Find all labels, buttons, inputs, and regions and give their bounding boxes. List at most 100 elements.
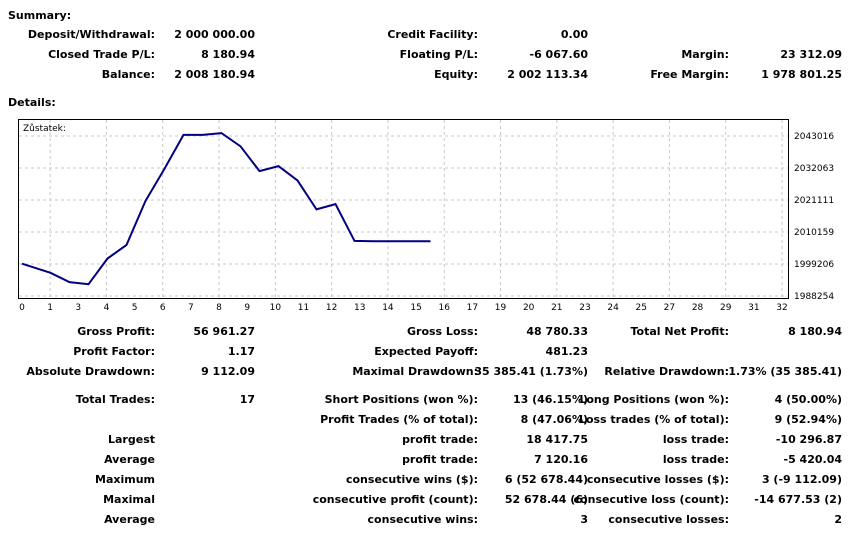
balance-series-line bbox=[21, 132, 431, 286]
y-tick-label: 1999206 bbox=[794, 260, 834, 270]
gross-profit-value: 56 961.27 bbox=[193, 325, 255, 338]
x-tick-label: 19 bbox=[495, 303, 507, 313]
average-loss-value: -5 420.04 bbox=[783, 453, 843, 466]
maximal-loss-label: consecutive loss (count): bbox=[573, 493, 729, 506]
y-tick-label: 2032063 bbox=[794, 164, 834, 174]
x-tick-label: 10 bbox=[270, 303, 282, 313]
x-tick-label: 1 bbox=[47, 303, 53, 313]
chart-title: Zůstatek: bbox=[23, 123, 66, 134]
loss-trades-label: Loss trades (% of total): bbox=[578, 413, 729, 426]
maximal-loss-value: -14 677.53 (2) bbox=[754, 493, 842, 506]
x-tick-label: 32 bbox=[776, 303, 787, 313]
max-drawdown-label: Maximal Drawdown: bbox=[352, 365, 478, 378]
profit-factor-value: 1.17 bbox=[227, 345, 255, 358]
chart-plot-area bbox=[18, 119, 789, 299]
x-tick-label: 11 bbox=[298, 303, 309, 313]
x-tick-label: 21 bbox=[551, 303, 562, 313]
x-tick-label: 31 bbox=[748, 303, 759, 313]
x-tick-label: 7 bbox=[188, 303, 194, 313]
max-losses-label: consecutive losses ($): bbox=[586, 473, 729, 486]
x-tick-label: 12 bbox=[326, 303, 337, 313]
largest-loss-value: -10 296.87 bbox=[775, 433, 842, 446]
y-tick-label: 2043016 bbox=[794, 132, 834, 142]
balance-label: Balance: bbox=[101, 68, 155, 81]
closed-pl-value: 8 180.94 bbox=[201, 48, 255, 61]
credit-label: Credit Facility: bbox=[387, 28, 478, 41]
maximal-label: Maximal bbox=[103, 493, 155, 506]
credit-value: 0.00 bbox=[560, 28, 588, 41]
max-losses-value: 3 (-9 112.09) bbox=[761, 473, 842, 486]
avg-losses-value: 2 bbox=[834, 513, 842, 526]
rel-drawdown-label: Relative Drawdown: bbox=[604, 365, 729, 378]
total-trades-label: Total Trades: bbox=[75, 393, 155, 406]
margin-label: Margin: bbox=[681, 48, 729, 61]
total-trades-value: 17 bbox=[239, 393, 255, 406]
avg-wins-label: consecutive wins: bbox=[367, 513, 478, 526]
free-margin-label: Free Margin: bbox=[650, 68, 729, 81]
deposit-value: 2 000 000.00 bbox=[174, 28, 255, 41]
x-tick-label: 15 bbox=[410, 303, 421, 313]
max-drawdown-value: 35 385.41 (1.73%) bbox=[474, 365, 588, 378]
x-tick-label: 20 bbox=[523, 303, 535, 313]
x-tick-label: 29 bbox=[720, 303, 732, 313]
largest-profit-value: 18 417.75 bbox=[526, 433, 588, 446]
average-profit-value: 7 120.16 bbox=[534, 453, 588, 466]
floating-pl-label: Floating P/L: bbox=[399, 48, 478, 61]
avg-wins-value: 3 bbox=[580, 513, 588, 526]
average-loss-label: loss trade: bbox=[662, 453, 729, 466]
x-tick-label: 28 bbox=[692, 303, 704, 313]
profit-trades-label: Profit Trades (% of total): bbox=[320, 413, 478, 426]
expected-payoff-value: 481.23 bbox=[545, 345, 588, 358]
x-tick-label: 27 bbox=[664, 303, 675, 313]
x-tick-label: 24 bbox=[607, 303, 619, 313]
largest-loss-label: loss trade: bbox=[662, 433, 729, 446]
expected-payoff-label: Expected Payoff: bbox=[374, 345, 478, 358]
gross-loss-label: Gross Loss: bbox=[407, 325, 478, 338]
free-margin-value: 1 978 801.25 bbox=[761, 68, 842, 81]
x-tick-label: 9 bbox=[244, 303, 250, 313]
chart-grid bbox=[19, 120, 788, 298]
y-tick-label: 1988254 bbox=[794, 292, 834, 302]
y-tick-label: 2021111 bbox=[794, 196, 834, 206]
balance-chart: 2043016203206320211112010159199920619882… bbox=[18, 119, 834, 313]
largest-label: Largest bbox=[108, 433, 155, 446]
details-title: Details: bbox=[8, 96, 56, 109]
largest-profit-label: profit trade: bbox=[402, 433, 478, 446]
x-tick-label: 6 bbox=[160, 303, 166, 313]
total-net-value: 8 180.94 bbox=[788, 325, 842, 338]
x-tick-label: 14 bbox=[382, 303, 394, 313]
maximum-label: Maximum bbox=[95, 473, 155, 486]
balance-value: 2 008 180.94 bbox=[174, 68, 255, 81]
abs-drawdown-value: 9 112.09 bbox=[201, 365, 255, 378]
long-positions-value: 4 (50.00%) bbox=[774, 393, 842, 406]
max-wins-label: consecutive wins ($): bbox=[345, 473, 478, 486]
x-tick-label: 8 bbox=[216, 303, 222, 313]
gross-loss-value: 48 780.33 bbox=[526, 325, 588, 338]
x-tick-label: 16 bbox=[438, 303, 450, 313]
summary-title: Summary: bbox=[8, 9, 72, 22]
avg-losses-label: consecutive losses: bbox=[608, 513, 729, 526]
loss-trades-value: 9 (52.94%) bbox=[774, 413, 842, 426]
x-tick-label: 4 bbox=[104, 303, 110, 313]
chart-y-axis: 2043016 2032063 2021111 2010159 1999206 19882… bbox=[794, 132, 834, 302]
x-tick-label: 5 bbox=[132, 303, 138, 313]
chart-x-axis: 0 1 3 4 5 6 7 8 9 10 11 12 13 14 15 16 17 19 20 21 23 24 25 27 2… bbox=[19, 303, 788, 313]
deposit-label: Deposit/Withdrawal: bbox=[27, 28, 155, 41]
profit-factor-label: Profit Factor: bbox=[73, 345, 155, 358]
margin-value: 23 312.09 bbox=[780, 48, 842, 61]
chart-series-layer bbox=[21, 132, 431, 286]
max-wins-value: 6 (52 678.44) bbox=[504, 473, 588, 486]
short-positions-value: 13 (46.15%) bbox=[512, 393, 588, 406]
total-net-label: Total Net Profit: bbox=[630, 325, 730, 338]
short-positions-label: Short Positions (won %): bbox=[324, 393, 478, 406]
x-tick-label: 0 bbox=[19, 303, 25, 313]
equity-label: Equity: bbox=[434, 68, 478, 81]
long-positions-label: Long Positions (won %): bbox=[579, 393, 729, 406]
abs-drawdown-label: Absolute Drawdown: bbox=[26, 365, 155, 378]
average2-label: Average bbox=[104, 513, 155, 526]
x-tick-label: 17 bbox=[467, 303, 478, 313]
gross-profit-label: Gross Profit: bbox=[77, 325, 155, 338]
y-tick-label: 2010159 bbox=[794, 228, 834, 238]
floating-pl-value: -6 067.60 bbox=[529, 48, 589, 61]
x-tick-label: 25 bbox=[636, 303, 647, 313]
